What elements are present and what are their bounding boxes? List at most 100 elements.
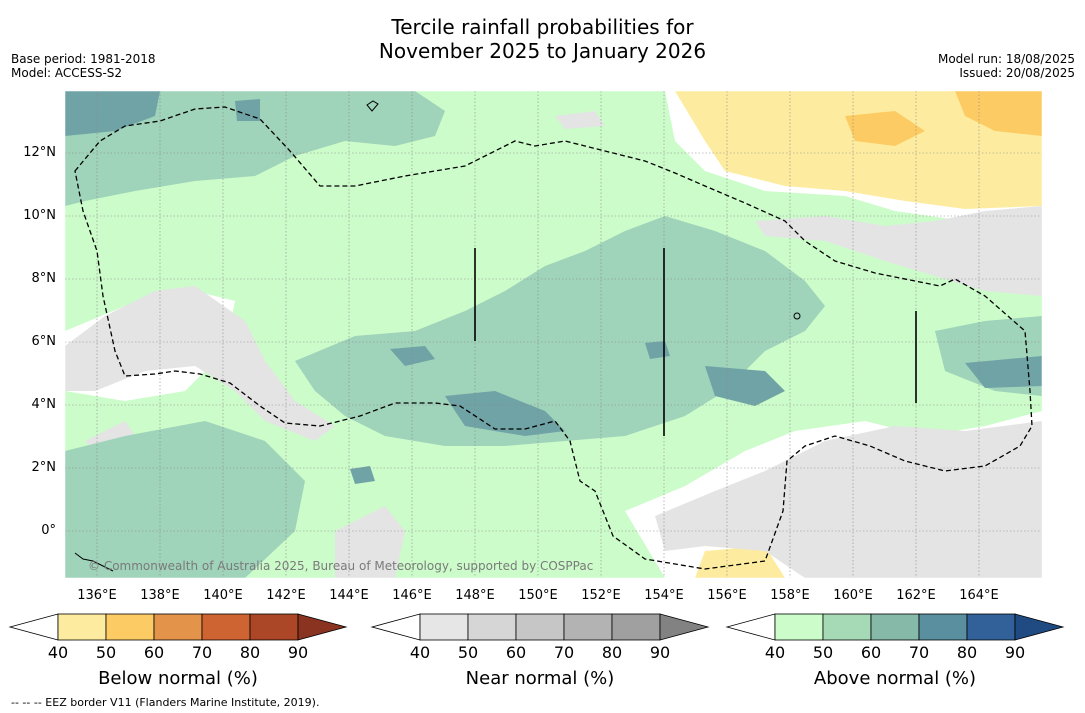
cb-below-tick-50: 50: [95, 643, 117, 662]
colorbar-below-extend-max: [297, 613, 348, 641]
lon-tick-164e: 164°E: [959, 588, 999, 603]
eez-border: [74, 106, 1033, 570]
colorbar-above-extend-min: [725, 613, 776, 641]
cb-near-tick-60: 60: [505, 643, 527, 662]
colorbar-near-seg-40-50: [419, 613, 469, 641]
map-title-line2: November 2025 to January 2026: [378, 39, 707, 63]
cb-above-tick-40: 40: [764, 643, 786, 662]
cb-above-tick-50: 50: [812, 643, 834, 662]
base-period: Base period: 1981-2018: [11, 52, 156, 66]
above-normal-60-northwest: [65, 91, 160, 136]
lat-tick-0: 0°: [41, 523, 56, 538]
cb-near-tick-80: 80: [601, 643, 623, 662]
below-normal-50-north: [845, 111, 925, 146]
lon-tick-140e: 140°E: [203, 588, 243, 603]
lon-tick-146e: 146°E: [392, 588, 432, 603]
copyright-notice: © Commonwealth of Australia 2025, Bureau…: [88, 559, 594, 573]
lon-tick-160e: 160°E: [833, 588, 873, 603]
cb-below-tick-70: 70: [191, 643, 213, 662]
above-normal-60-east: [965, 356, 1042, 388]
colorbar-near-seg-80-90: [611, 613, 661, 641]
lon-tick-150e: 150°E: [518, 588, 558, 603]
above-normal-60-east-central: [705, 366, 785, 406]
cb-below-tick-40: 40: [47, 643, 69, 662]
colorbar-near-seg-70-80: [563, 613, 613, 641]
colorbar-above-seg-70-80: [918, 613, 968, 641]
map-title-line1: Tercile rainfall probabilities for: [391, 15, 694, 39]
lon-tick-158e: 158°E: [770, 588, 810, 603]
lon-tick-154e: 154°E: [644, 588, 684, 603]
colorbar-near-seg-60-70: [515, 613, 565, 641]
below-normal-40-south: [695, 546, 785, 578]
lat-tick-12n: 12°N: [23, 145, 56, 160]
lon-tick-142e: 142°E: [266, 588, 306, 603]
above-normal-60-small-a: [390, 346, 435, 366]
lon-tick-136e: 136°E: [77, 588, 117, 603]
lon-tick-148e: 148°E: [455, 588, 495, 603]
cb-near-tick-90: 90: [649, 643, 671, 662]
map-frame: [64, 90, 1043, 579]
near-normal-west: [65, 286, 335, 441]
colorbar-near-extend-min: [370, 613, 421, 641]
near-normal-north: [555, 111, 605, 129]
coast-southwest: [74, 552, 114, 572]
colorbar-below-seg-80-90: [249, 613, 299, 641]
colorbar-below-seg-50-60: [105, 613, 155, 641]
island-north: [366, 100, 379, 112]
colorbar-below-seg-70-80: [201, 613, 251, 641]
model-run: Model run: 18/08/2025: [937, 52, 1075, 66]
cb-near-tick-50: 50: [457, 643, 479, 662]
above-normal-50-central: [295, 216, 825, 446]
lat-tick-8n: 8°N: [31, 271, 57, 286]
colorbar-below-normal: [8, 613, 348, 641]
colorbar-near-extend-max: [659, 613, 710, 641]
above-normal-60-small-d: [235, 99, 260, 121]
meta-right: Model run: 18/08/2025 Issued: 20/08/2025: [938, 52, 1075, 80]
eez-legend-note: -- -- -- EEZ border V11 (Flanders Marine…: [11, 696, 320, 709]
lat-tick-10n: 10°N: [23, 208, 56, 223]
colorbar-below-seg-40-50: [57, 613, 107, 641]
near-normal-south: [335, 506, 405, 578]
lat-tick-6n: 6°N: [31, 334, 57, 349]
colorbar-above-seg-50-60: [822, 613, 872, 641]
rainfall-map: [64, 90, 1043, 579]
near-normal-east: [755, 206, 1042, 296]
cb-below-tick-90: 90: [287, 643, 309, 662]
cb-below-tick-80: 80: [239, 643, 261, 662]
cb-above-tick-80: 80: [956, 643, 978, 662]
near-normal-southeast: [655, 421, 1042, 578]
colorbar-above-seg-80-90: [966, 613, 1016, 641]
colorbar-below-seg-60-70: [153, 613, 203, 641]
island-atoll: [793, 312, 801, 320]
colorbar-above-extend-max: [1014, 613, 1065, 641]
lon-tick-162e: 162°E: [896, 588, 936, 603]
colorbar-below-extend-min: [8, 613, 59, 641]
gridlines: [65, 91, 1042, 578]
cb-below-title: Below normal (%): [98, 668, 258, 689]
colorbar-above-normal: [725, 613, 1065, 641]
lat-tick-4n: 4°N: [31, 397, 57, 412]
above-normal-50-southwest: [65, 421, 305, 578]
meta-left: Base period: 1981-2018 Model: ACCESS-S2: [11, 52, 156, 80]
cb-near-title: Near normal (%): [465, 668, 615, 689]
cb-above-tick-70: 70: [908, 643, 930, 662]
colorbar-above-seg-60-70: [870, 613, 920, 641]
lon-tick-138e: 138°E: [140, 588, 180, 603]
lon-tick-156e: 156°E: [707, 588, 747, 603]
colorbar-above-seg-40-50: [774, 613, 824, 641]
cb-below-tick-60: 60: [143, 643, 165, 662]
below-normal-40-north: [675, 91, 1042, 209]
colorbar-near-normal: [370, 613, 710, 641]
cb-above-tick-90: 90: [1004, 643, 1026, 662]
model-name: Model: ACCESS-S2: [11, 66, 123, 80]
above-normal-60-small-c: [350, 466, 375, 484]
below-normal-50-ne: [955, 91, 1042, 136]
issued-date: Issued: 20/08/2025: [959, 66, 1075, 80]
cb-near-tick-40: 40: [409, 643, 431, 662]
lat-tick-2n: 2°N: [31, 460, 57, 475]
cb-near-tick-70: 70: [553, 643, 575, 662]
lon-tick-144e: 144°E: [329, 588, 369, 603]
cb-above-tick-60: 60: [860, 643, 882, 662]
cb-above-title: Above normal (%): [813, 668, 977, 689]
colorbar-near-seg-50-60: [467, 613, 517, 641]
